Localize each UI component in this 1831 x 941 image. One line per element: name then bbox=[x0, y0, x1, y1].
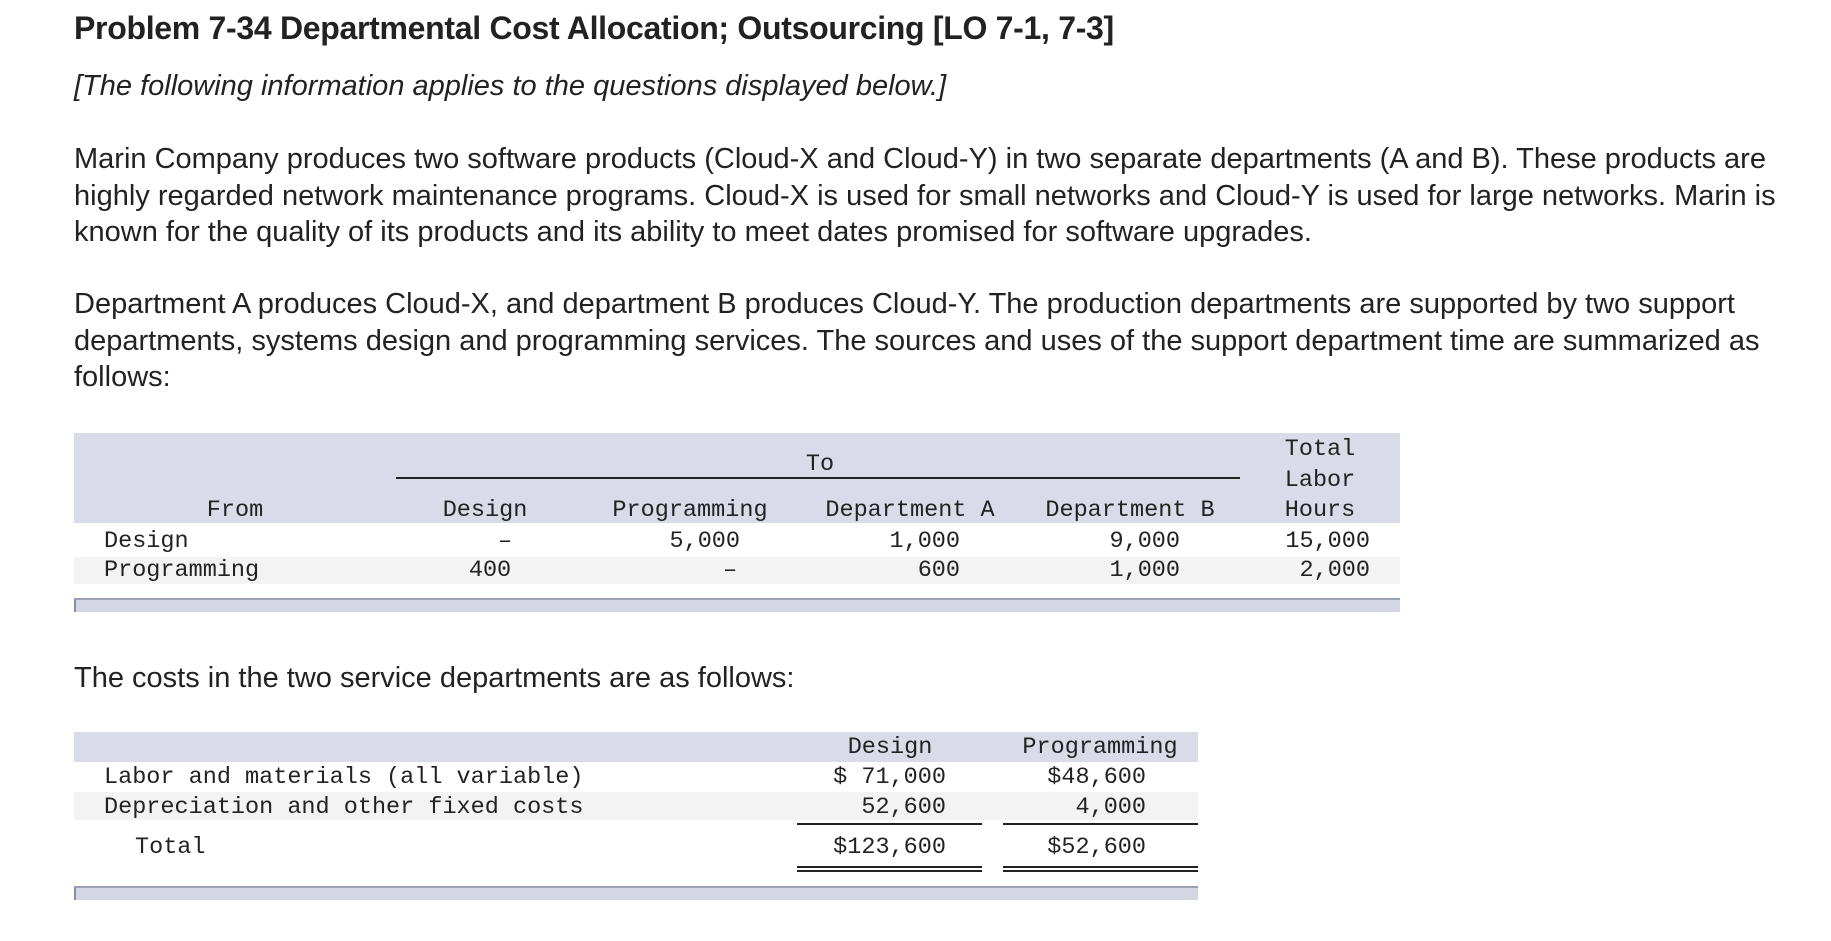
hours-table-footer-bar bbox=[74, 598, 1400, 612]
to-header: To bbox=[805, 451, 835, 478]
hours-table-row-stripe bbox=[74, 557, 1400, 584]
row-programming-cell: – bbox=[722, 557, 738, 584]
cost-col-design-header: Design bbox=[847, 734, 933, 761]
intro-paragraph: Marin Company produces two software prod… bbox=[74, 143, 1776, 248]
col-dept-a-header: Department A bbox=[825, 497, 995, 524]
cost-row-design: 52,600 bbox=[861, 794, 946, 821]
row-dept-b-cell: 9,000 bbox=[1109, 528, 1180, 555]
problem-title: Problem 7-34 Departmental Cost Allocatio… bbox=[74, 10, 1114, 46]
from-header: From bbox=[206, 497, 264, 524]
design-subtotal-rule bbox=[797, 823, 982, 825]
col-design-header: Design bbox=[442, 497, 528, 524]
row-from-label: Programming bbox=[104, 557, 260, 584]
cost-row-programming: 4,000 bbox=[1075, 794, 1146, 821]
total-header-line3: Hours bbox=[1284, 497, 1356, 524]
col-dept-b-header: Department B bbox=[1045, 497, 1215, 524]
cost-table-row-stripe bbox=[74, 792, 1198, 820]
cost-row-programming: $48,600 bbox=[1047, 764, 1146, 791]
support-paragraph: Department A produces Cloud-X, and depar… bbox=[74, 288, 1760, 393]
row-total-cell: 15,000 bbox=[1285, 528, 1370, 555]
row-dept-a-cell: 600 bbox=[917, 557, 960, 584]
cost-total-label: Total bbox=[135, 834, 206, 861]
cost-table-footer-bar bbox=[74, 886, 1198, 900]
cost-total-programming: $52,600 bbox=[1047, 834, 1146, 861]
costs-paragraph: The costs in the two service departments… bbox=[74, 662, 795, 694]
programming-total-double-rule bbox=[1003, 870, 1198, 872]
cost-table-header-band bbox=[74, 732, 1198, 762]
design-total-double-rule bbox=[797, 866, 982, 868]
programming-total-double-rule bbox=[1003, 866, 1198, 868]
cost-col-programming-header: Programming bbox=[1022, 734, 1178, 761]
cost-total-design: $123,600 bbox=[833, 834, 946, 861]
row-total-cell: 2,000 bbox=[1299, 557, 1370, 584]
total-header-line1: Total bbox=[1284, 436, 1356, 463]
row-dept-b-cell: 1,000 bbox=[1109, 557, 1180, 584]
cost-row-design: $ 71,000 bbox=[833, 764, 946, 791]
design-total-double-rule bbox=[797, 870, 982, 872]
row-design-cell: – bbox=[497, 528, 513, 555]
row-dept-a-cell: 1,000 bbox=[889, 528, 960, 555]
row-from-label: Design bbox=[104, 528, 189, 555]
row-design-cell: 400 bbox=[468, 557, 512, 584]
problem-subtitle: [The following information applies to th… bbox=[74, 70, 947, 102]
to-underline bbox=[396, 477, 1240, 479]
row-programming-cell: 5,000 bbox=[669, 528, 740, 555]
programming-subtotal-rule bbox=[1003, 823, 1198, 825]
total-header-line2: Labor bbox=[1284, 467, 1356, 494]
cost-row-label: Depreciation and other fixed costs bbox=[104, 794, 584, 821]
col-programming-header: Programming bbox=[612, 497, 768, 524]
cost-row-label: Labor and materials (all variable) bbox=[104, 764, 584, 791]
